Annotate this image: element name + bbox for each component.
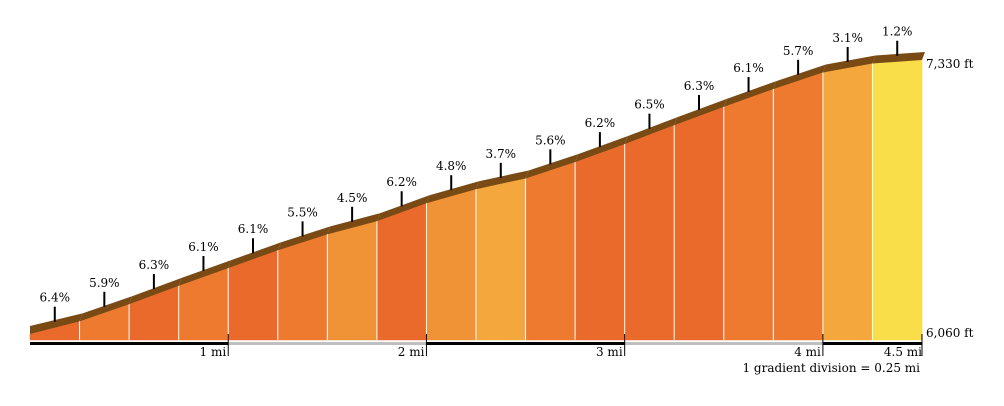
- grade-label: 5.5%: [287, 205, 318, 219]
- profile-top-edge: [30, 52, 925, 334]
- segment-top-edge: [376, 195, 430, 222]
- grade-label: 6.3%: [139, 258, 170, 272]
- segment-top-edge: [624, 117, 678, 145]
- grade-label: 4.8%: [436, 159, 467, 173]
- grade-label: 6.1%: [733, 61, 764, 75]
- segment-top-edge: [426, 181, 479, 204]
- axis-tick-label: 1 mi: [200, 345, 227, 359]
- grade-labels: 6.4% 5.9% 6.3% 6.1% 6.1% 5.5% 4.5% 6.2% 4.8% 3.7%…: [40, 25, 913, 322]
- gradient-segment: [574, 143, 625, 341]
- gradient-segment: [525, 161, 576, 341]
- gradient-segment: [475, 178, 526, 341]
- grade-label: 6.1%: [238, 222, 269, 236]
- axis-band: [426, 342, 625, 345]
- segment-top-edge: [723, 81, 777, 107]
- grade-label: 5.7%: [783, 44, 814, 58]
- axis-tick-label: 4.5 mi: [884, 345, 922, 359]
- elevation-labels: 6,060 ft 7,330 ft: [926, 57, 974, 340]
- gradient-segment: [277, 234, 328, 341]
- segment-top-edge: [525, 154, 579, 179]
- axis-tick-label: 3 mi: [596, 345, 623, 359]
- grade-label: 6.3%: [684, 79, 715, 93]
- grade-label: 6.1%: [188, 240, 219, 254]
- gradient-division-note: 1 gradient division = 0.25 mi: [742, 361, 920, 375]
- segment-top-edge: [178, 260, 232, 286]
- segment-top-edge: [327, 213, 380, 235]
- segment-top-edge: [674, 98, 727, 126]
- grade-label: 6.2%: [386, 175, 417, 189]
- grade-label: 5.9%: [89, 276, 120, 290]
- segment-top-edge: [476, 170, 529, 190]
- grade-label: 6.4%: [40, 291, 71, 305]
- grade-label: 6.2%: [585, 116, 616, 130]
- grade-label: 1.2%: [882, 25, 913, 39]
- segment-top-edge: [79, 296, 133, 322]
- grade-label: 4.5%: [337, 191, 368, 205]
- segment-top-edge: [228, 242, 281, 269]
- gradient-segment: [624, 124, 675, 341]
- gradient-segment: [673, 106, 725, 341]
- segment-top-edge: [575, 136, 628, 163]
- axis-band: [228, 342, 427, 345]
- grade-label: 5.6%: [535, 133, 566, 147]
- grade-label: 3.7%: [486, 147, 517, 161]
- grade-label: 6.5%: [634, 98, 665, 112]
- segment-top-edge: [773, 64, 826, 90]
- axis-band: [822, 342, 922, 345]
- segment-top-edge: [277, 226, 331, 251]
- gradient-segment: [773, 72, 824, 341]
- gradient-segment: [426, 188, 477, 341]
- segment-top-edge: [822, 55, 876, 73]
- axis-band: [624, 342, 823, 345]
- gradient-segment: [872, 59, 923, 341]
- axis-tick-label: 4 mi: [794, 345, 821, 359]
- elevation-label: 6,060 ft: [926, 326, 974, 340]
- segment-top-edge: [30, 313, 83, 334]
- distance-axis: 1 mi 2 mi 3 mi 4 mi 4.5 mi: [30, 334, 923, 359]
- elevation-label: 7,330 ft: [926, 57, 974, 71]
- gradient-segment: [376, 202, 427, 341]
- segment-top-edge: [872, 52, 925, 64]
- segment-top-edge: [129, 277, 182, 305]
- axis-tick-label: 2 mi: [398, 345, 425, 359]
- gradient-segment: [327, 220, 378, 341]
- gradient-segments: [29, 59, 923, 341]
- axis-band: [30, 342, 229, 345]
- gradient-segment: [822, 63, 873, 341]
- segment-dividers: [79, 63, 873, 340]
- gradient-segment: [723, 88, 774, 341]
- grade-label: 3.1%: [832, 31, 863, 45]
